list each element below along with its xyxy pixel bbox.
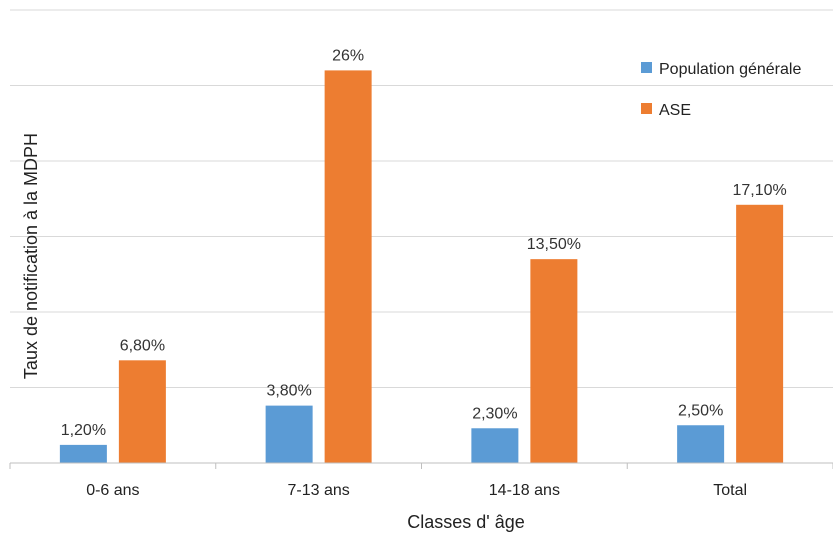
legend-item-ase: ASE xyxy=(641,102,691,119)
bar-ase xyxy=(736,204,784,464)
data-label-ase: 26% xyxy=(332,47,364,64)
bar-ase xyxy=(324,70,372,464)
data-label-ase: 6,80% xyxy=(120,337,165,354)
data-label-ase: 13,50% xyxy=(527,236,581,253)
y-axis-title: Taux de notification à la MDPH xyxy=(21,133,41,379)
x-tick-labels: 0-6 ans 7-13 ans 14-18 ans Total xyxy=(86,482,747,499)
legend-swatch-population-generale xyxy=(641,62,652,73)
data-label-population-generale: 1,20% xyxy=(61,422,106,439)
legend-label-ase: ASE xyxy=(659,102,691,119)
x-tick-label: 0-6 ans xyxy=(86,482,139,499)
data-label-population-generale: 2,50% xyxy=(678,402,723,419)
legend-swatch-ase xyxy=(641,103,652,114)
x-tick-label: 7-13 ans xyxy=(287,482,349,499)
data-label-ase: 17,10% xyxy=(732,182,786,199)
bars xyxy=(59,70,784,464)
data-labels: 1,20% 6,80% 3,80% 26% 2,30% 13,50% 2,50% 17,10% xyxy=(61,47,787,438)
bar-ase xyxy=(530,259,578,463)
legend-item-population-generale: Population générale xyxy=(641,61,801,78)
bar-population-generale xyxy=(471,428,519,463)
bar-ase xyxy=(118,360,166,463)
legend-label-population-generale: Population générale xyxy=(659,61,801,78)
gridlines xyxy=(10,9,833,388)
x-tick-label: 14-18 ans xyxy=(489,482,560,499)
bar-population-generale xyxy=(265,405,313,463)
x-tick-label: Total xyxy=(713,482,747,499)
data-label-population-generale: 3,80% xyxy=(266,383,311,400)
bar-population-generale xyxy=(677,425,725,463)
legend: Population générale ASE xyxy=(641,61,801,119)
x-axis-ticks xyxy=(9,463,833,469)
data-label-population-generale: 2,30% xyxy=(472,405,517,422)
x-axis-title: Classes d' âge xyxy=(407,512,525,532)
bar-population-generale xyxy=(59,444,107,463)
